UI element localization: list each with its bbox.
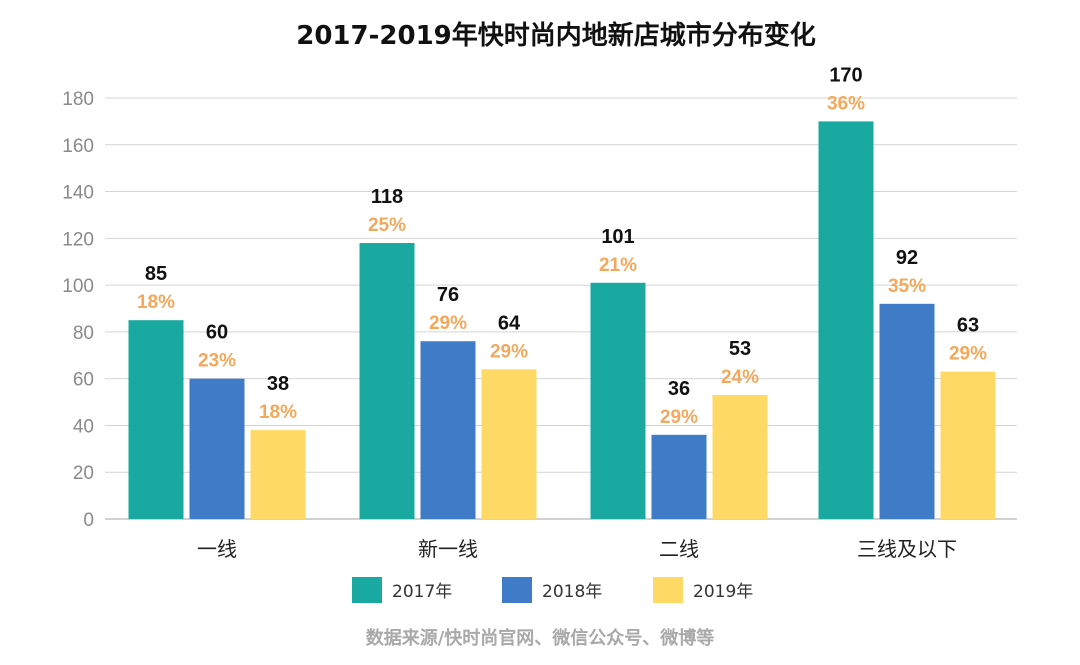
bar-percent-label: 35% <box>888 276 926 297</box>
legend-swatch <box>352 577 382 603</box>
y-tick-label: 0 <box>83 510 94 531</box>
chart-title: 2017-2019年快时尚内地新店城市分布变化 <box>296 20 816 51</box>
bar <box>420 341 476 519</box>
bar-percent-label: 29% <box>490 341 528 362</box>
y-tick-label: 100 <box>62 276 94 297</box>
x-category-label: 新一线 <box>418 537 478 561</box>
data-labels: 85 18% 60 23% 38 18% 118 25% 76 29% 64 29% 101 21% 36 2… <box>137 64 987 427</box>
bar-percent-label: 29% <box>429 313 467 334</box>
bar-value-label: 170 <box>829 64 862 86</box>
bar <box>481 369 537 519</box>
x-category-label: 三线及以下 <box>857 537 957 561</box>
x-category-label: 一线 <box>197 537 237 561</box>
y-tick-label: 160 <box>62 136 94 157</box>
bar-value-label: 101 <box>601 226 634 248</box>
bar-value-label: 85 <box>145 263 167 285</box>
bar <box>879 303 935 519</box>
bar-percent-label: 36% <box>827 93 865 114</box>
bars <box>128 121 996 519</box>
legend-label: 2019年 <box>693 582 753 602</box>
bar <box>189 378 245 519</box>
legend-label: 2018年 <box>542 582 602 602</box>
bar <box>712 395 768 519</box>
y-tick-label: 180 <box>62 89 94 110</box>
legend-label: 2017年 <box>392 582 452 602</box>
bar <box>359 243 415 519</box>
bar <box>590 282 646 519</box>
x-category-label: 二线 <box>659 537 699 561</box>
bar-value-label: 63 <box>957 315 979 337</box>
bar <box>651 434 707 519</box>
bar-value-label: 92 <box>896 247 918 269</box>
bar-percent-label: 25% <box>368 215 406 236</box>
legend-swatch <box>502 577 532 603</box>
bar <box>940 371 996 519</box>
x-axis-categories: 一线 新一线 二线 三线及以下 <box>197 537 957 561</box>
bar-value-label: 60 <box>206 322 228 344</box>
bar <box>128 320 184 519</box>
bar-value-label: 118 <box>371 186 403 208</box>
bar-value-label: 36 <box>668 378 690 400</box>
y-axis-ticks: 0 20 40 60 80 100 120 140 160 180 <box>62 89 94 531</box>
bar <box>818 121 874 519</box>
bar-value-label: 53 <box>729 338 751 360</box>
bar-percent-label: 29% <box>949 344 987 365</box>
y-tick-label: 140 <box>62 183 94 204</box>
y-tick-label: 80 <box>73 323 94 344</box>
bar-percent-label: 18% <box>137 292 175 313</box>
legend: 2017年 2018年 2019年 <box>352 577 753 603</box>
bar-percent-label: 21% <box>599 255 637 276</box>
y-tick-label: 40 <box>73 416 94 437</box>
legend-swatch <box>653 577 683 603</box>
y-tick-label: 60 <box>73 370 94 391</box>
y-tick-label: 20 <box>73 463 94 484</box>
bar-value-label: 64 <box>498 312 521 334</box>
y-tick-label: 120 <box>62 229 94 250</box>
bar-percent-label: 24% <box>721 367 759 388</box>
bar-percent-label: 18% <box>259 402 297 423</box>
bar-value-label: 38 <box>267 373 289 395</box>
source-note: 数据来源/快时尚官网、微信公众号、微博等 <box>366 627 715 649</box>
bar-percent-label: 23% <box>198 351 236 372</box>
bar <box>250 430 306 519</box>
bar-percent-label: 29% <box>660 407 698 428</box>
bar-value-label: 76 <box>437 284 459 306</box>
